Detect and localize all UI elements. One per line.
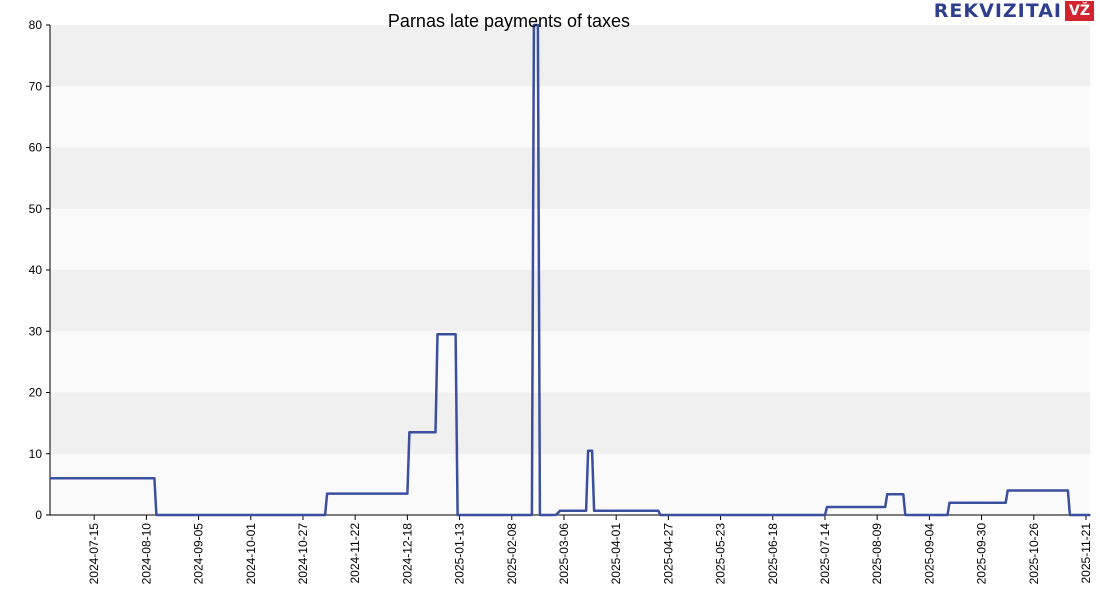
x-tick-label: 2025-04-01: [609, 523, 623, 585]
data-point: [591, 449, 593, 452]
y-tick-label: 20: [29, 386, 43, 400]
data-point: [824, 514, 826, 516]
data-point: [659, 514, 662, 516]
x-tick-label: 2024-08-10: [139, 523, 153, 585]
grid-band: [50, 270, 1090, 332]
data-point: [539, 514, 541, 516]
data-point: [1006, 489, 1009, 492]
x-tick-label: 2025-11-21: [1079, 523, 1093, 584]
y-tick-label: 70: [29, 79, 43, 93]
y-tick-label: 80: [29, 18, 43, 32]
data-point: [886, 493, 889, 495]
y-tick-label: 60: [29, 141, 43, 155]
y-tick-label: 50: [29, 202, 43, 216]
data-point: [884, 506, 887, 508]
y-tick-label: 30: [29, 324, 43, 338]
x-tick-label: 2024-10-27: [296, 523, 310, 585]
data-point: [155, 514, 158, 516]
x-tick-label: 2024-07-15: [87, 523, 101, 585]
x-tick-label: 2024-10-01: [244, 523, 258, 585]
y-tick-label: 0: [35, 508, 42, 522]
data-point: [585, 509, 587, 512]
data-point: [434, 431, 437, 434]
data-point: [593, 509, 595, 512]
x-tick-label: 2025-04-27: [661, 523, 675, 585]
data-point: [531, 514, 533, 516]
logo-text: REKVIZITAI: [933, 0, 1062, 22]
data-point: [408, 431, 411, 434]
data-point: [902, 493, 905, 495]
data-point: [826, 506, 828, 508]
series-line: [50, 23, 1090, 517]
data-point: [537, 24, 539, 26]
x-tick-label: 2025-03-06: [557, 523, 571, 585]
data-point: [406, 492, 409, 495]
data-point: [946, 514, 949, 516]
brand-logo: REKVIZITAI VŽ: [934, 0, 1094, 22]
data-point: [587, 449, 589, 452]
logo-badge: VŽ: [1065, 1, 1094, 21]
grid-band: [50, 392, 1090, 454]
data-point: [436, 333, 439, 336]
x-tick-label: 2025-07-14: [818, 523, 832, 585]
x-tick-label: 2025-08-09: [870, 523, 884, 585]
x-tick-label: 2024-09-05: [192, 523, 206, 585]
y-tick-label: 40: [29, 263, 43, 277]
x-tick-label: 2025-10-26: [1027, 523, 1041, 585]
data-point: [555, 514, 557, 516]
data-point: [456, 514, 459, 516]
x-tick-label: 2025-05-23: [714, 523, 728, 585]
chart-title: Parnas late payments of taxes: [387, 11, 631, 31]
x-tick-label: 2025-02-08: [505, 523, 519, 585]
x-tick-label: 2025-06-18: [766, 523, 780, 585]
data-point: [1004, 501, 1007, 504]
x-tick-label: 2025-09-04: [922, 523, 936, 585]
data-point: [559, 509, 561, 512]
grid-band: [50, 25, 1090, 87]
data-point: [1069, 514, 1071, 516]
x-tick-label: 2024-11-22: [348, 523, 362, 584]
data-point: [657, 509, 660, 512]
data-point: [153, 477, 156, 480]
data-point: [1089, 514, 1091, 516]
data-point: [904, 514, 907, 516]
data-point: [948, 501, 951, 504]
data-point: [1067, 489, 1069, 492]
x-tick-label: 2025-09-30: [975, 523, 989, 585]
data-point: [454, 333, 457, 336]
data-point: [326, 492, 328, 495]
data-point: [49, 477, 51, 480]
y-tick-label: 10: [29, 447, 43, 461]
data-point: [324, 514, 326, 516]
x-tick-label: 2025-01-13: [453, 523, 467, 585]
grid-band: [50, 147, 1090, 209]
data-point: [533, 24, 535, 26]
x-tick-label: 2024-12-18: [400, 523, 414, 585]
